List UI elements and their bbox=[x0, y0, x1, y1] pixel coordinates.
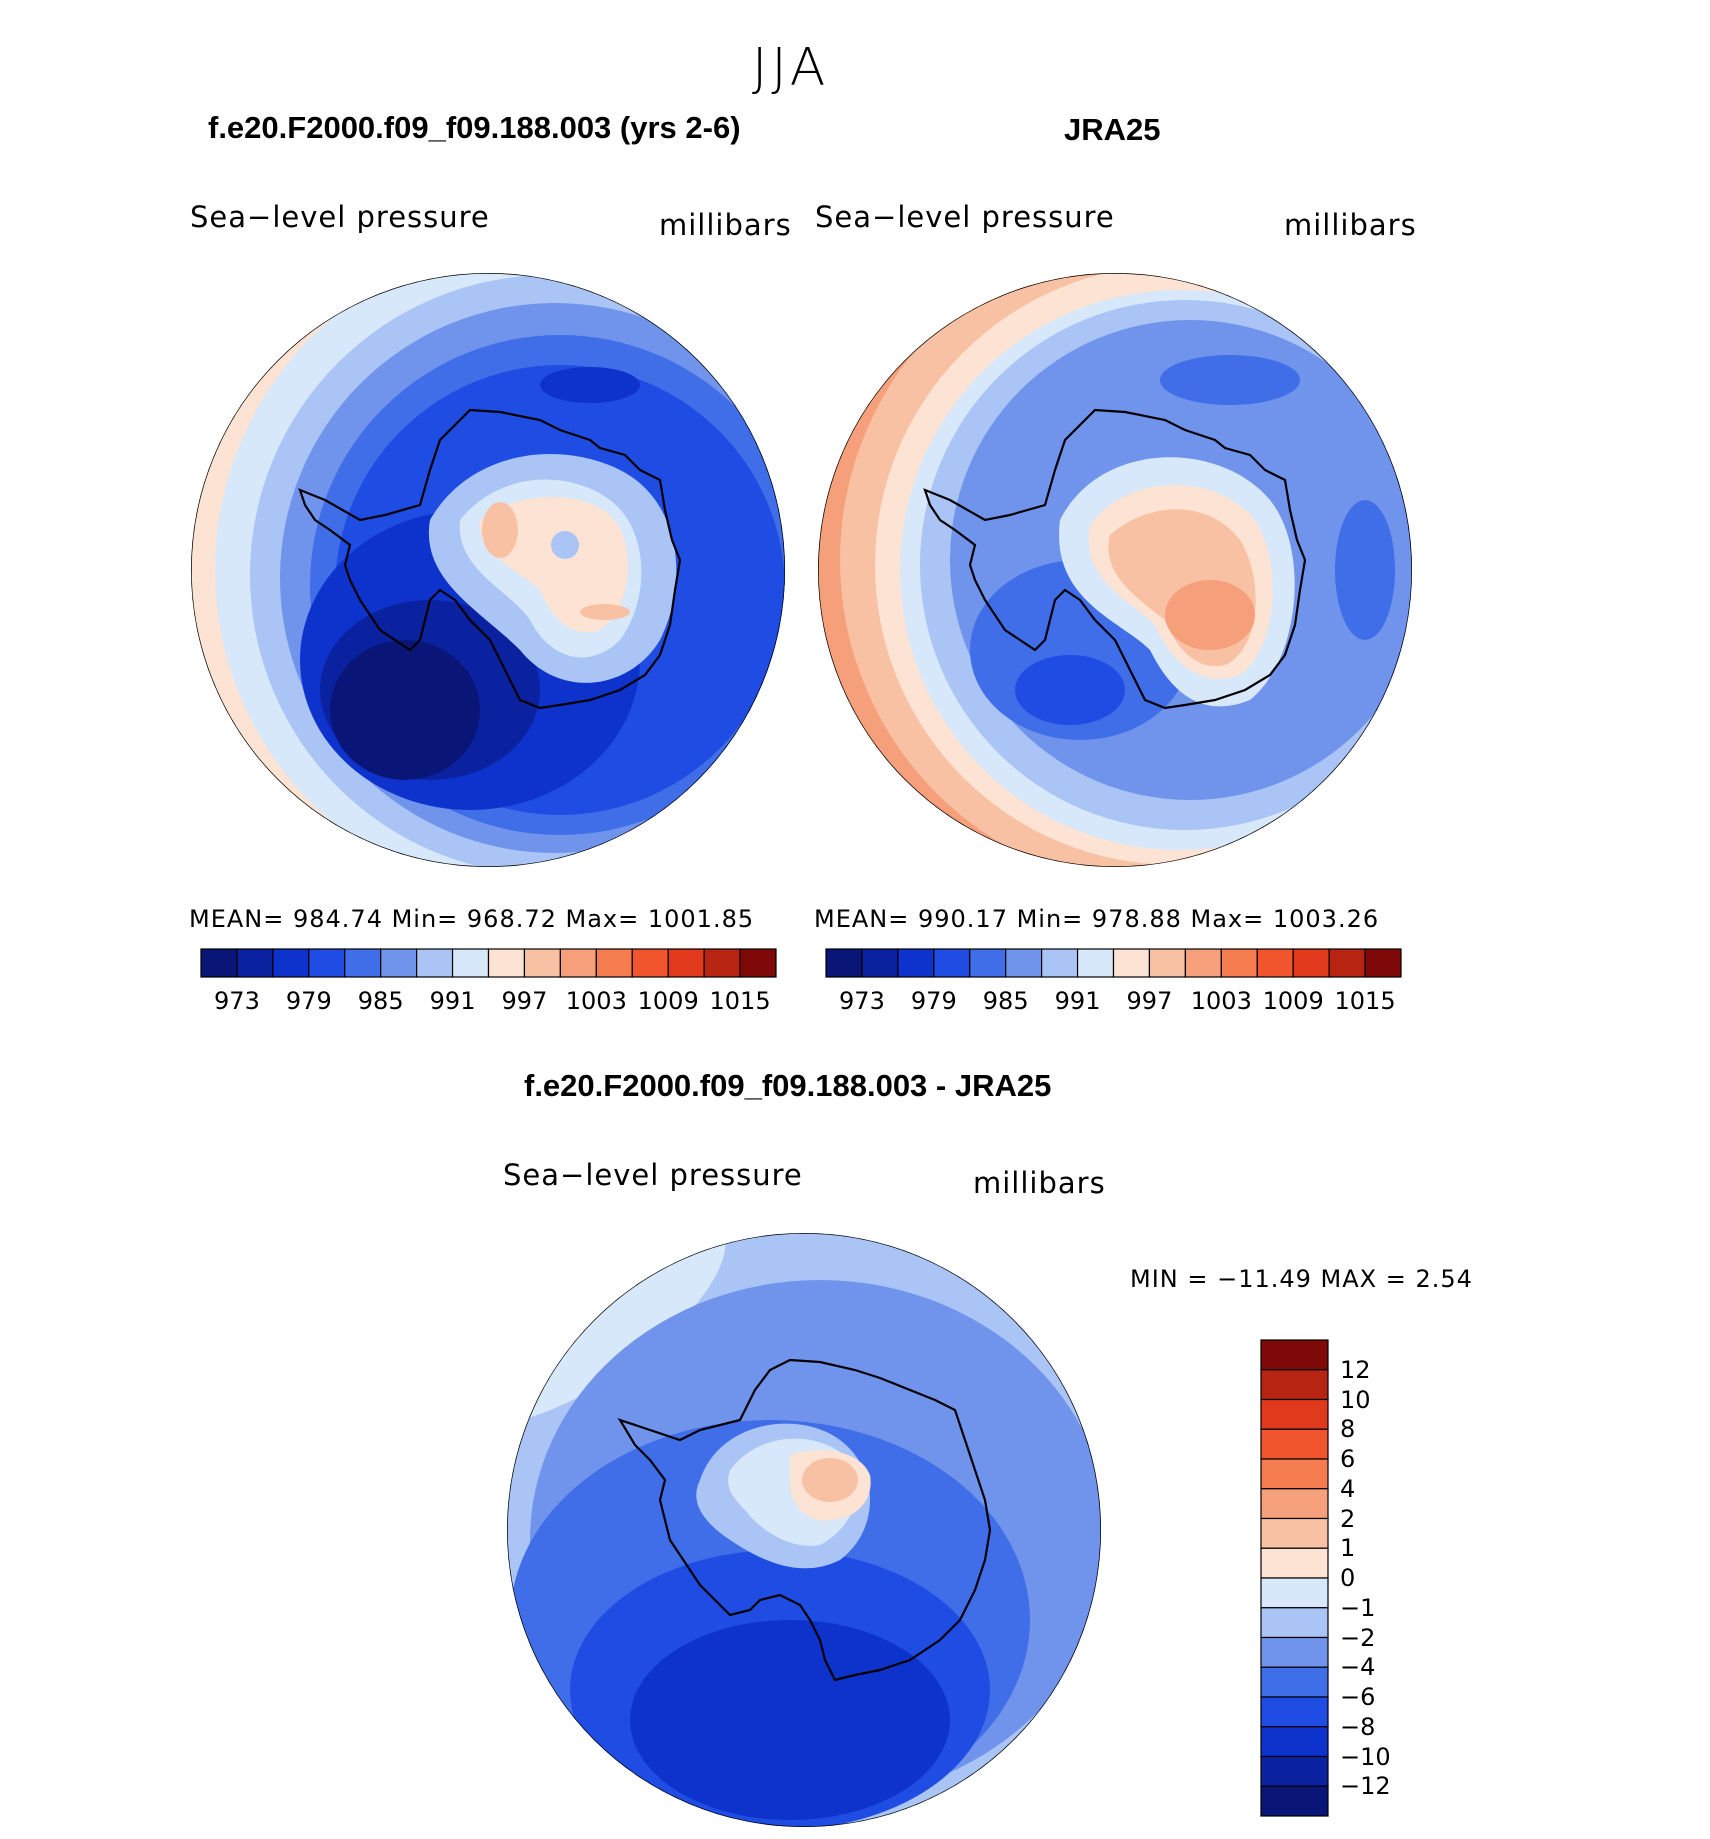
colorbar-swatch bbox=[272, 948, 310, 978]
left-panel-header: f.e20.F2000.f09_f09.188.003 (yrs 2-6) bbox=[208, 110, 741, 145]
left-panel-units: millibars bbox=[659, 208, 792, 242]
colorbar-swatch bbox=[1005, 948, 1043, 978]
left-colorbar bbox=[200, 948, 777, 978]
colorbar-swatch bbox=[200, 948, 238, 978]
colorbar-swatch bbox=[1260, 1488, 1329, 1520]
colorbar-tick-label: 1 bbox=[1340, 1534, 1356, 1563]
colorbar-swatch bbox=[969, 948, 1007, 978]
left-panel-variable-label: Sea−level pressure bbox=[190, 200, 490, 234]
colorbar-swatch bbox=[1328, 948, 1366, 978]
colorbar-tick-label: 985 bbox=[982, 987, 1029, 1015]
left-map bbox=[191, 273, 785, 867]
colorbar-tick-label: 4 bbox=[1340, 1474, 1356, 1503]
colorbar-swatch bbox=[861, 948, 899, 978]
colorbar-swatch bbox=[451, 948, 490, 978]
colorbar-swatch bbox=[523, 948, 561, 978]
colorbar-swatch bbox=[344, 948, 382, 978]
colorbar-swatch bbox=[631, 948, 669, 978]
colorbar-swatch bbox=[1256, 948, 1294, 978]
colorbar-tick-label: 985 bbox=[357, 987, 404, 1015]
diff-panel-stats: MIN = −11.49 MAX = 2.54 bbox=[1130, 1265, 1473, 1293]
colorbar-swatch bbox=[739, 948, 777, 978]
colorbar-swatch bbox=[897, 948, 935, 978]
colorbar-tick-label: 1003 bbox=[565, 987, 627, 1015]
right-panel-stats: MEAN= 990.17 Min= 978.88 Max= 1003.26 bbox=[814, 905, 1380, 933]
right-panel-units: millibars bbox=[1284, 208, 1417, 242]
diff-map bbox=[507, 1233, 1101, 1827]
right-panel-header: JRA25 bbox=[1064, 112, 1161, 147]
colorbar-tick-label: 1015 bbox=[1334, 987, 1396, 1015]
colorbar-tick-label: 973 bbox=[214, 987, 260, 1015]
colorbar-swatch bbox=[236, 948, 274, 978]
right-panel-variable-label: Sea−level pressure bbox=[815, 200, 1115, 234]
colorbar-tick-label: 8 bbox=[1340, 1415, 1356, 1444]
colorbar-swatch bbox=[559, 948, 597, 978]
colorbar-tick-label: 10 bbox=[1340, 1385, 1371, 1414]
colorbar-swatch bbox=[1041, 948, 1079, 978]
colorbar-tick-label: 1009 bbox=[637, 987, 699, 1015]
diff-panel-variable-label: Sea−level pressure bbox=[503, 1158, 803, 1192]
colorbar-tick-label: −10 bbox=[1340, 1742, 1391, 1771]
colorbar-swatch bbox=[1260, 1339, 1329, 1371]
colorbar-swatch bbox=[1260, 1369, 1329, 1401]
colorbar-tick-label: −8 bbox=[1340, 1712, 1376, 1741]
colorbar-swatch bbox=[380, 948, 418, 978]
colorbar-swatch bbox=[1260, 1636, 1329, 1668]
colorbar-tick-label: 2 bbox=[1340, 1504, 1356, 1533]
colorbar-swatch bbox=[487, 948, 526, 978]
colorbar-swatch bbox=[1260, 1458, 1329, 1490]
colorbar-swatch bbox=[1260, 1696, 1329, 1728]
colorbar-swatch bbox=[1292, 948, 1330, 978]
right-colorbar bbox=[825, 948, 1402, 978]
colorbar-tick-label: 12 bbox=[1340, 1355, 1371, 1384]
colorbar-tick-label: −2 bbox=[1340, 1623, 1376, 1652]
colorbar-swatch bbox=[1260, 1785, 1329, 1817]
colorbar-swatch bbox=[1112, 948, 1151, 978]
colorbar-tick-label: 1009 bbox=[1262, 987, 1324, 1015]
colorbar-swatch bbox=[1260, 1607, 1329, 1639]
colorbar-swatch bbox=[1076, 948, 1115, 978]
colorbar-swatch bbox=[703, 948, 741, 978]
colorbar-swatch bbox=[1260, 1577, 1329, 1609]
colorbar-tick-label: 1003 bbox=[1190, 987, 1252, 1015]
colorbar-tick-label: 997 bbox=[501, 987, 548, 1015]
figure-title: JJA bbox=[752, 38, 830, 98]
colorbar-tick-label: 973 bbox=[839, 987, 885, 1015]
colorbar-tick-label: −6 bbox=[1340, 1683, 1376, 1711]
colorbar-swatch bbox=[825, 948, 863, 978]
colorbar-swatch bbox=[1260, 1547, 1329, 1579]
colorbar-swatch bbox=[1260, 1517, 1329, 1549]
colorbar-swatch bbox=[1364, 948, 1402, 978]
right-map bbox=[818, 273, 1412, 867]
colorbar-swatch bbox=[667, 948, 705, 978]
colorbar-tick-label: 6 bbox=[1340, 1445, 1356, 1473]
colorbar-swatch bbox=[416, 948, 454, 978]
colorbar-swatch bbox=[1184, 948, 1222, 978]
colorbar-swatch bbox=[1220, 948, 1258, 978]
colorbar-tick-label: 979 bbox=[910, 987, 957, 1015]
diff-colorbar bbox=[1260, 1339, 1329, 1817]
colorbar-swatch bbox=[1148, 948, 1186, 978]
colorbar-swatch bbox=[1260, 1726, 1329, 1758]
colorbar-tick-label: 1015 bbox=[709, 987, 771, 1015]
colorbar-swatch bbox=[933, 948, 971, 978]
colorbar-tick-label: 0 bbox=[1340, 1564, 1356, 1592]
diff-panel-header: f.e20.F2000.f09_f09.188.003 - JRA25 bbox=[524, 1068, 1052, 1103]
colorbar-swatch bbox=[308, 948, 346, 978]
colorbar-tick-label: 991 bbox=[429, 987, 476, 1015]
colorbar-tick-label: −4 bbox=[1340, 1653, 1376, 1682]
colorbar-swatch bbox=[595, 948, 633, 978]
colorbar-swatch bbox=[1260, 1755, 1329, 1787]
left-panel-stats: MEAN= 984.74 Min= 968.72 Max= 1001.85 bbox=[189, 905, 755, 933]
colorbar-swatch bbox=[1260, 1398, 1329, 1430]
colorbar-tick-label: 979 bbox=[285, 987, 332, 1015]
colorbar-tick-label: 991 bbox=[1054, 987, 1101, 1015]
colorbar-tick-label: 997 bbox=[1126, 987, 1173, 1015]
colorbar-tick-label: −12 bbox=[1340, 1772, 1391, 1801]
colorbar-tick-label: −1 bbox=[1340, 1593, 1376, 1622]
diff-panel-units: millibars bbox=[973, 1166, 1106, 1200]
colorbar-swatch bbox=[1260, 1428, 1329, 1460]
colorbar-swatch bbox=[1260, 1666, 1329, 1698]
